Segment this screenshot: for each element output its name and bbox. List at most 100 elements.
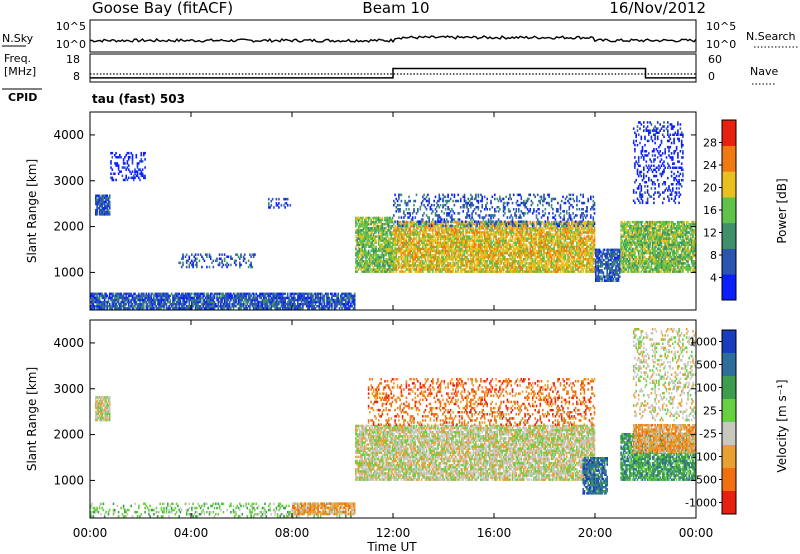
heatmap-cell xyxy=(279,294,281,298)
heatmap-cell xyxy=(188,298,191,302)
heatmap-cell xyxy=(367,266,370,269)
heatmap-cell xyxy=(419,231,422,234)
heatmap-cell xyxy=(179,296,182,300)
heatmap-cell xyxy=(420,255,423,259)
heatmap-cell xyxy=(365,227,367,230)
heatmap-cell xyxy=(502,243,505,246)
heatmap-cell xyxy=(438,253,441,257)
heatmap-cell xyxy=(492,264,495,267)
heatmap-cell xyxy=(404,255,406,259)
station-title: Goose Bay (fitACF) xyxy=(92,0,233,17)
heatmap-cell xyxy=(456,258,458,261)
heatmap-cell xyxy=(213,305,216,308)
heatmap-cell xyxy=(518,270,520,273)
heatmap-cell xyxy=(395,249,398,253)
heatmap-cell xyxy=(418,239,420,242)
heatmap-cell xyxy=(293,298,295,302)
frequency-trace xyxy=(90,67,696,79)
heatmap-cell xyxy=(446,225,448,228)
heatmap-cell xyxy=(520,249,523,253)
heatmap-cell xyxy=(411,239,414,242)
heatmap-cell xyxy=(480,233,482,236)
heatmap-cell xyxy=(97,296,100,300)
heatmap-cell xyxy=(504,239,506,242)
heatmap-cell xyxy=(514,243,516,246)
heatmap-cell xyxy=(375,229,377,232)
heatmap-cell xyxy=(549,222,552,226)
heatmap-cell xyxy=(456,220,458,224)
heatmap-cell xyxy=(411,233,414,236)
heatmap-cell xyxy=(487,264,490,267)
heatmap-cell xyxy=(438,233,441,236)
noise-panel: N.Sky 10^5 10^0 10^5 10^0 N.Search xyxy=(2,19,798,53)
heatmap-cell xyxy=(225,302,227,306)
heatmap-cell xyxy=(540,262,543,265)
heatmap-cell xyxy=(526,231,529,234)
heatmap-cell xyxy=(172,298,174,302)
heatmap-cell xyxy=(265,298,268,302)
heatmap-cell xyxy=(446,229,448,232)
heatmap-cell xyxy=(388,247,390,251)
heatmap-cell xyxy=(547,225,549,228)
heatmap-cell xyxy=(420,251,423,255)
heatmap-cell xyxy=(251,265,254,269)
heatmap-cell xyxy=(475,233,477,236)
heatmap-cell xyxy=(454,270,457,273)
heatmap-cell xyxy=(495,243,497,246)
heatmap-cell xyxy=(106,300,108,304)
heatmap-cell xyxy=(524,270,526,273)
heatmap-cell xyxy=(526,251,529,255)
heatmap-cell xyxy=(504,249,506,253)
heatmap-cell xyxy=(400,233,403,236)
heatmap-cell xyxy=(415,220,418,224)
heatmap-cell xyxy=(510,258,512,261)
heatmap-cell xyxy=(281,300,284,304)
heatmap-cell xyxy=(401,229,404,232)
heatmap-cell xyxy=(502,222,505,226)
heatmap-cell xyxy=(374,235,376,238)
heatmap-cell xyxy=(398,249,400,253)
heatmap-cell xyxy=(120,296,122,300)
heatmap-cell xyxy=(232,302,235,306)
heatmap-cell xyxy=(428,262,430,265)
heatmap-cell xyxy=(275,202,278,205)
heatmap-cell xyxy=(179,300,182,304)
heatmap-cell xyxy=(326,292,328,296)
heatmap-cell xyxy=(442,260,444,263)
heatmap-cell xyxy=(240,292,242,296)
heatmap-cell xyxy=(524,231,526,234)
heatmap-cell xyxy=(446,270,448,273)
heatmap-cell xyxy=(394,243,396,246)
heatmap-cell xyxy=(230,255,232,258)
heatmap-cell xyxy=(472,235,475,238)
heatmap-cell xyxy=(462,237,464,240)
heatmap-cell xyxy=(439,243,442,246)
heatmap-cell xyxy=(478,262,481,265)
heatmap-cell xyxy=(418,262,420,265)
heatmap-cell xyxy=(361,260,363,263)
heatmap-cell xyxy=(465,260,467,263)
heatmap-cell xyxy=(411,260,414,263)
heatmap-cell xyxy=(395,258,398,261)
heatmap-cell xyxy=(384,227,386,230)
heatmap-cell xyxy=(547,235,549,238)
heatmap-cell xyxy=(322,300,324,304)
heatmap-cell xyxy=(470,237,472,240)
heatmap-cell xyxy=(425,266,428,269)
heatmap-cell xyxy=(371,227,374,230)
heatmap-cell xyxy=(385,235,387,238)
heatmap-cell xyxy=(360,258,362,261)
heatmap-cell xyxy=(512,247,515,251)
heatmap-cell xyxy=(396,251,399,255)
heatmap-cell xyxy=(552,258,554,261)
heatmap-cell xyxy=(101,196,103,200)
heatmap-cell xyxy=(423,220,425,224)
heatmap-cell xyxy=(489,255,491,259)
heatmap-cell xyxy=(452,270,454,273)
heatmap-cell xyxy=(385,233,387,236)
heatmap-cell xyxy=(485,251,487,255)
heatmap-cell xyxy=(435,268,438,271)
heatmap-cell xyxy=(538,241,540,244)
heatmap-cell xyxy=(201,296,203,300)
heatmap-cell xyxy=(429,255,432,259)
